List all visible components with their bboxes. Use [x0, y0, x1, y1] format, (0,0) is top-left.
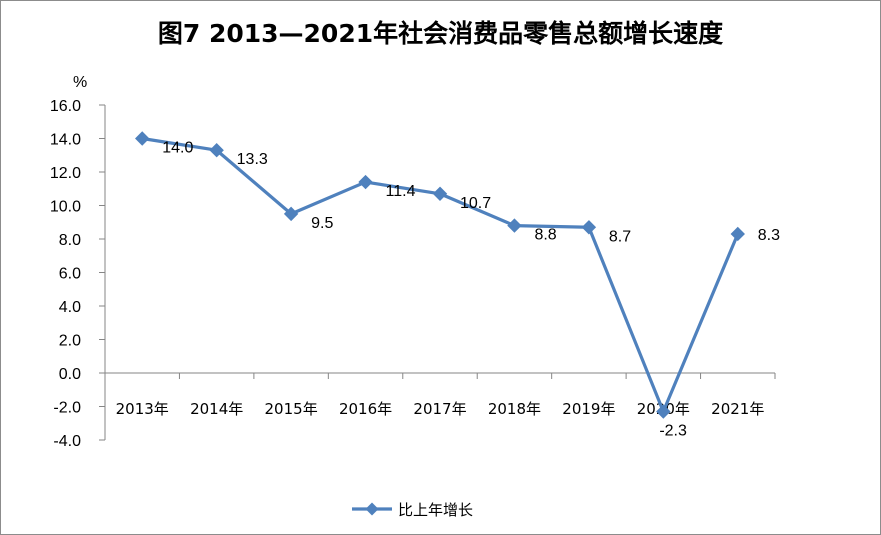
y-tick-label: -4.0 [53, 433, 81, 450]
data-label: 14.0 [162, 140, 193, 157]
y-axis-unit: % [73, 74, 87, 91]
data-point-marker [358, 174, 373, 190]
data-label: 13.3 [237, 151, 268, 168]
legend: 比上年增长 [352, 501, 473, 519]
x-tick-label: 2021年 [711, 400, 764, 418]
x-tick-label: 2014年 [190, 400, 243, 418]
x-tick-labels: 2013年2014年2015年2016年2017年2018年2019年2020年… [116, 400, 765, 418]
data-point-marker [432, 186, 448, 201]
data-label: 11.4 [386, 183, 416, 200]
y-tick-label: 14.0 [50, 132, 81, 149]
legend-marker [365, 502, 379, 516]
y-tick-label: 0.0 [59, 366, 81, 383]
x-tick-label: 2019年 [562, 400, 615, 418]
data-point-marker [209, 143, 224, 158]
data-point-marker [656, 404, 671, 419]
data-point-marker [730, 226, 745, 242]
data-label: 8.8 [534, 227, 556, 244]
data-point-marker [507, 218, 522, 233]
legend-label: 比上年增长 [398, 501, 473, 519]
x-tick-label: 2016年 [339, 400, 392, 418]
data-labels: 14.0 13.3 9.5 11.4 10.7 8.8 8.7 -2.3 8.3 [162, 140, 780, 440]
data-label: -2.3 [659, 423, 687, 440]
x-tick-label: 2018年 [488, 400, 541, 418]
series-group [135, 131, 745, 419]
data-label: 10.7 [460, 195, 491, 212]
y-tick-label: 16.0 [50, 98, 81, 115]
data-label: 8.3 [758, 227, 780, 244]
data-point-marker [581, 220, 597, 235]
y-tick-label: 10.0 [50, 199, 81, 216]
y-tick-label: 2.0 [59, 333, 81, 350]
y-tick-label: 4.0 [59, 299, 81, 316]
y-tick-labels: 16.0 14.0 12.0 10.0 8.0 6.0 4.0 2.0 0.0 -2.0 -4.0 [50, 98, 81, 450]
data-label: 8.7 [609, 228, 631, 245]
x-tick-label: 2013年 [116, 400, 169, 418]
series-line [141, 136, 740, 414]
x-tick-label: 2015年 [265, 400, 318, 418]
y-tick-label: -2.0 [53, 400, 81, 417]
data-point-marker [135, 131, 150, 146]
data-point-marker [283, 206, 299, 222]
y-tick-label: 8.0 [59, 232, 81, 249]
axes [99, 104, 776, 441]
data-label: 9.5 [311, 215, 333, 232]
y-tick-label: 12.0 [50, 165, 81, 182]
x-tick-label: 2017年 [413, 400, 466, 418]
y-tick-label: 6.0 [59, 266, 81, 283]
chart-title: 图7 2013—2021年社会消费品零售总额增长速度 [157, 19, 724, 48]
